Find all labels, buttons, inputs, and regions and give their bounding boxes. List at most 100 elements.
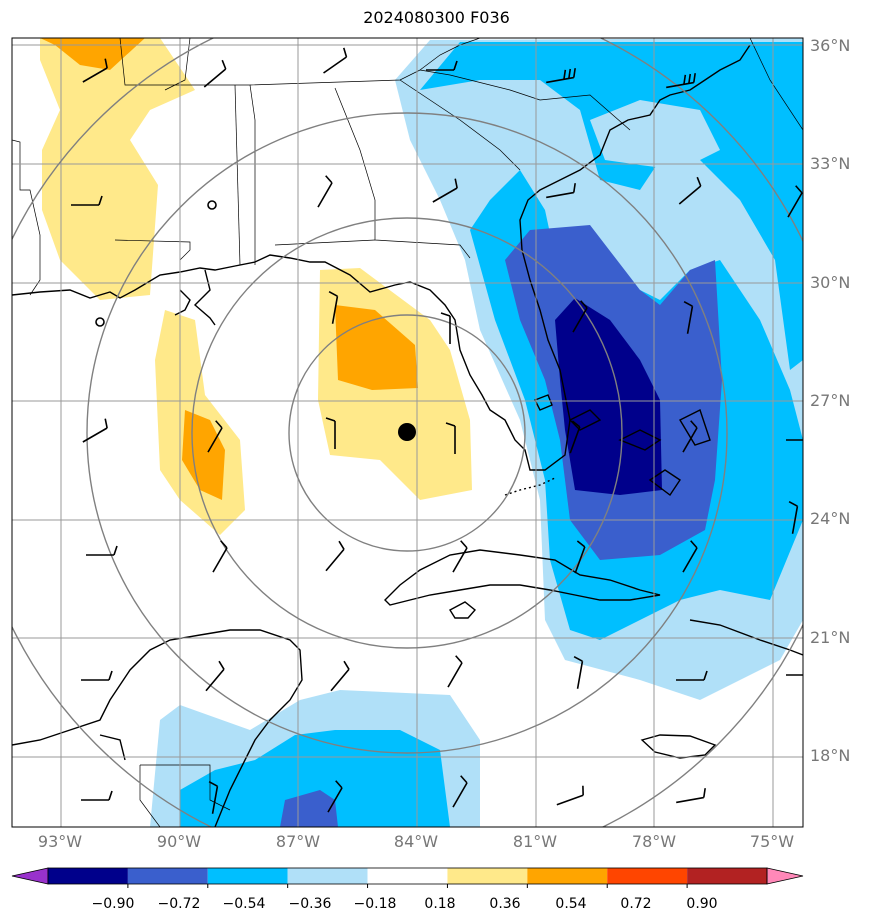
barb-flag [104,418,108,429]
colorbar-segment [447,868,528,884]
wind-barb [447,655,463,688]
barb-flag [342,47,348,58]
wind-barb [432,178,458,203]
barb-flag [455,655,463,664]
barb-staff [323,56,347,74]
coastline [618,429,662,451]
barb-flag [572,183,576,193]
coastline [534,394,553,411]
barb-flag [460,540,468,549]
colorbar-tick-label: −0.18 [353,896,397,912]
colorbar-tick-label: 0.36 [489,896,521,912]
lat-label: 36°N [810,36,851,55]
state-border [114,239,191,261]
lat-label: 33°N [810,154,851,173]
barb-flag [576,540,586,548]
state-border [749,38,803,131]
map-title: 2024080300 F036 [363,8,510,27]
barb-flag [98,195,103,206]
barb-flag [108,790,113,801]
wind-barb [81,670,113,681]
barb-flag [696,176,702,187]
barb-flag [573,655,583,662]
barb-staff [207,427,223,453]
state-border [234,84,241,266]
wind-barb [86,545,118,556]
barb-staff [203,68,227,88]
negative-anomaly-region [420,42,803,370]
colorbar-segment [48,868,128,884]
barb-flag [104,58,108,69]
colorbar-segment [127,868,208,884]
coastline [648,469,681,497]
barb-staff [572,307,588,333]
wind-barb [573,655,584,689]
wind-barb [323,47,348,74]
coastline [12,44,751,471]
wind-barb [676,670,708,681]
barb-flag [690,420,698,429]
barb-flag [690,540,698,549]
lon-label: 93°W [37,832,83,851]
wind-barb [556,785,584,806]
barb-flag [703,670,708,681]
strong-positive-anomaly-region [40,38,145,70]
barb-staff [787,192,803,218]
wind-barb [452,540,468,573]
colorbar-low-extend [11,867,49,885]
barb-flag [795,185,803,194]
coastline [12,629,303,827]
wind-barb [787,185,803,218]
barb-staff [574,546,586,574]
barb-flag [325,417,336,422]
lon-label: 81°W [512,832,558,851]
wind-barb [207,420,223,453]
colorbar [11,867,804,888]
barb-staff [452,547,468,573]
colorbar-tick-label: 0.54 [555,896,587,912]
barb-flag [113,545,118,556]
lat-label: 21°N [810,628,851,647]
wind-barb [452,775,468,808]
barb-flag [683,300,693,307]
lat-label: 18°N [810,746,851,765]
barb-flag [221,59,227,70]
wind-barb [788,500,799,534]
wind-barb [440,312,451,344]
lat-label: 27°N [810,391,851,410]
barb-flag [814,431,817,440]
state-border [399,79,521,171]
map-frame [11,37,804,828]
colorbar-segment [207,868,288,884]
wind-barb [546,183,576,199]
barb-staff [686,306,694,334]
storm-center-dot [398,423,416,441]
barb-flag [568,68,572,79]
barb-staff [212,547,228,573]
wind-barb [330,660,350,692]
barb-staff [211,786,219,814]
barb-flag [572,68,576,78]
wind-barb [95,317,105,327]
barb-staff [682,427,698,453]
barb-staff [327,787,343,813]
barb-staff [791,506,799,534]
range-ring-middle [191,217,623,649]
barb-staff [82,67,108,83]
barb-flag [683,74,687,85]
barb-flag [445,422,456,427]
state-border [419,38,481,71]
barb-flag [453,60,458,71]
barb-flag [563,69,567,80]
wind-barb-layer [71,47,817,814]
wind-barb [317,175,333,208]
colorbar-tick-label: −0.72 [157,896,201,912]
wind-barb [786,431,817,441]
barb-flag [220,540,228,549]
colorbar-segment [287,868,368,884]
barb-staff [678,185,702,205]
barb-staff [82,427,108,443]
wind-barb [426,60,458,71]
colorbar-tick-label: −0.36 [288,896,332,912]
state-border [139,765,161,827]
